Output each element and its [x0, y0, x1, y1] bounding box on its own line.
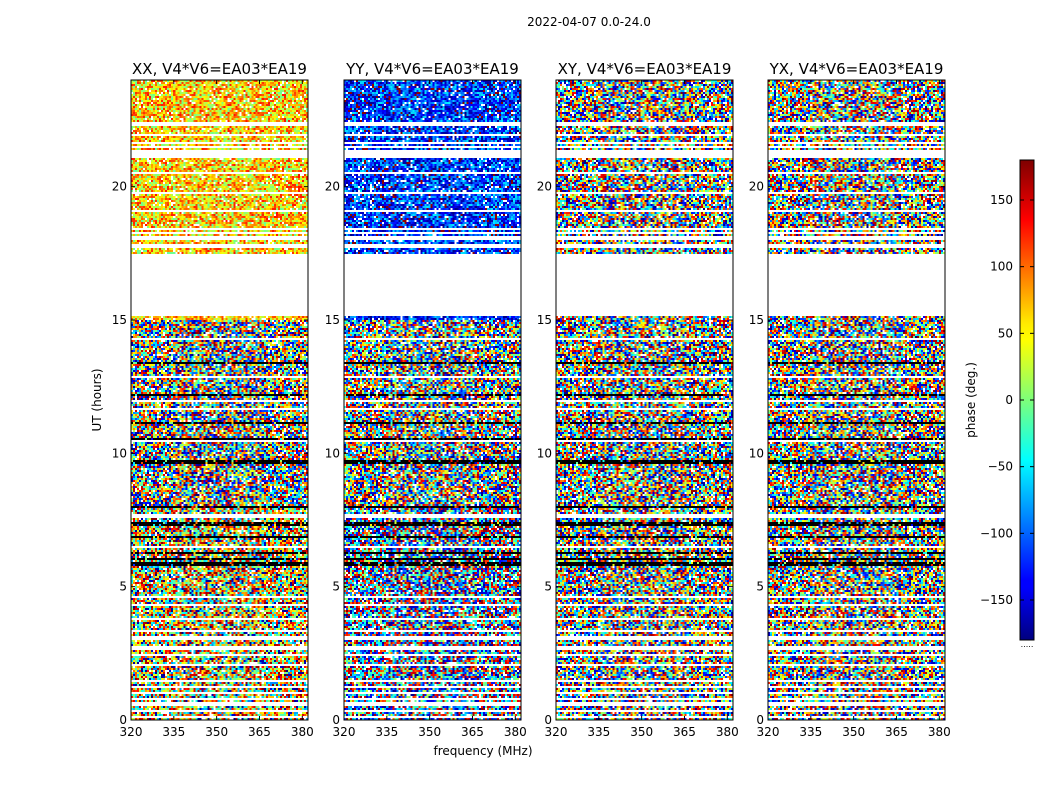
- panel-title: YX, V4*V6=EA03*EA19: [769, 60, 944, 78]
- y-tick-label: 0: [332, 713, 340, 727]
- y-tick-label: 15: [112, 313, 127, 327]
- x-tick-label: 365: [461, 725, 484, 739]
- x-tick-label: 380: [291, 725, 314, 739]
- x-tick-label: 335: [375, 725, 398, 739]
- panel-title: YY, V4*V6=EA03*EA19: [345, 60, 519, 78]
- panel-title: XY, V4*V6=EA03*EA19: [558, 60, 732, 78]
- colorbar: 150 100 50 0 −50 −100 −150 phase (deg.) .....: [964, 159, 1035, 649]
- y-tick-label: 10: [749, 446, 764, 460]
- x-axis-label: frequency (MHz): [433, 744, 532, 758]
- colorbar-label: phase (deg.): [964, 362, 978, 438]
- colorbar-tick-label: 50: [998, 326, 1013, 340]
- x-tick-label: 335: [587, 725, 610, 739]
- colorbar-ticks: 150 100 50 0 −50 −100 −150: [980, 193, 1034, 607]
- phase-heatmap: [344, 80, 521, 720]
- panel-frame: [343, 79, 522, 721]
- x-tick-label: 380: [716, 725, 739, 739]
- x-tick-label: 365: [673, 725, 696, 739]
- y-axis-label: UT (hours): [90, 368, 104, 431]
- x-tick-label: 335: [162, 725, 185, 739]
- panels-group: XX, V4*V6=EA03*EA19 320 335 350 365 380 0 5 10 15…: [112, 60, 951, 739]
- panel-frame: [767, 79, 946, 721]
- panel-title: XX, V4*V6=EA03*EA19: [132, 60, 307, 78]
- y-tick-label: 5: [119, 580, 127, 594]
- colorbar-tick-label: 150: [990, 193, 1013, 207]
- figure-title: 2022-04-07 0.0-24.0: [527, 15, 651, 29]
- x-tick-label: 350: [842, 725, 865, 739]
- x-tick-label: 320: [757, 725, 780, 739]
- phase-heatmap: [131, 80, 308, 720]
- y-tick-label: 10: [112, 446, 127, 460]
- colorbar-tick-label: −100: [980, 526, 1013, 540]
- y-tick-label: 15: [537, 313, 552, 327]
- y-tick-label: 0: [544, 713, 552, 727]
- colorbar-tick-label: 100: [990, 260, 1013, 274]
- panel-yx: YX, V4*V6=EA03*EA19 320 335 350 365 380 0 5 10 15…: [749, 60, 951, 739]
- phase-heatmap: [768, 80, 945, 720]
- x-tick-label: 365: [885, 725, 908, 739]
- phase-heatmap: [556, 80, 733, 720]
- y-tick-label: 0: [119, 713, 127, 727]
- y-tick-label: 10: [325, 446, 340, 460]
- y-tick-label: 5: [332, 580, 340, 594]
- x-tick-label: 365: [248, 725, 271, 739]
- y-tick-label: 20: [325, 180, 340, 194]
- x-tick-label: 335: [799, 725, 822, 739]
- x-tick-label: 350: [418, 725, 441, 739]
- y-tick-label: 0: [756, 713, 764, 727]
- colorbar-tick-label: 0: [1005, 393, 1013, 407]
- panel-xy: XY, V4*V6=EA03*EA19 320 335 350 365 380 0 5 10 15…: [537, 60, 739, 739]
- colorbar-tick-label: −150: [980, 593, 1013, 607]
- y-tick-label: 15: [325, 313, 340, 327]
- y-tick-label: 15: [749, 313, 764, 327]
- panel-frame: [555, 79, 734, 721]
- x-tick-label: 350: [205, 725, 228, 739]
- y-tick-label: 20: [537, 180, 552, 194]
- colorbar-tick-label: −50: [988, 460, 1013, 474]
- x-tick-label: 350: [630, 725, 653, 739]
- x-tick-label: 380: [504, 725, 527, 739]
- colorbar-footer: .....: [1021, 640, 1034, 649]
- y-tick-label: 5: [756, 580, 764, 594]
- y-tick-label: 20: [749, 180, 764, 194]
- x-tick-label: 320: [333, 725, 356, 739]
- x-tick-label: 320: [120, 725, 143, 739]
- panel-xx: XX, V4*V6=EA03*EA19 320 335 350 365 380 0 5 10 15…: [112, 60, 314, 739]
- panel-yy: YY, V4*V6=EA03*EA19 320 335 350 365 380 0 5 10 15…: [325, 60, 527, 739]
- y-tick-label: 10: [537, 446, 552, 460]
- x-tick-label: 320: [545, 725, 568, 739]
- y-tick-label: 20: [112, 180, 127, 194]
- panel-frame: [130, 79, 309, 721]
- x-tick-label: 380: [928, 725, 951, 739]
- y-tick-label: 5: [544, 580, 552, 594]
